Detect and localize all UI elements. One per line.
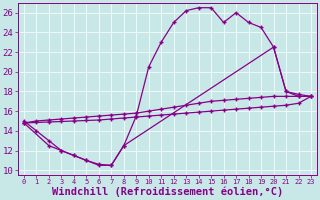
X-axis label: Windchill (Refroidissement éolien,°C): Windchill (Refroidissement éolien,°C) <box>52 187 283 197</box>
